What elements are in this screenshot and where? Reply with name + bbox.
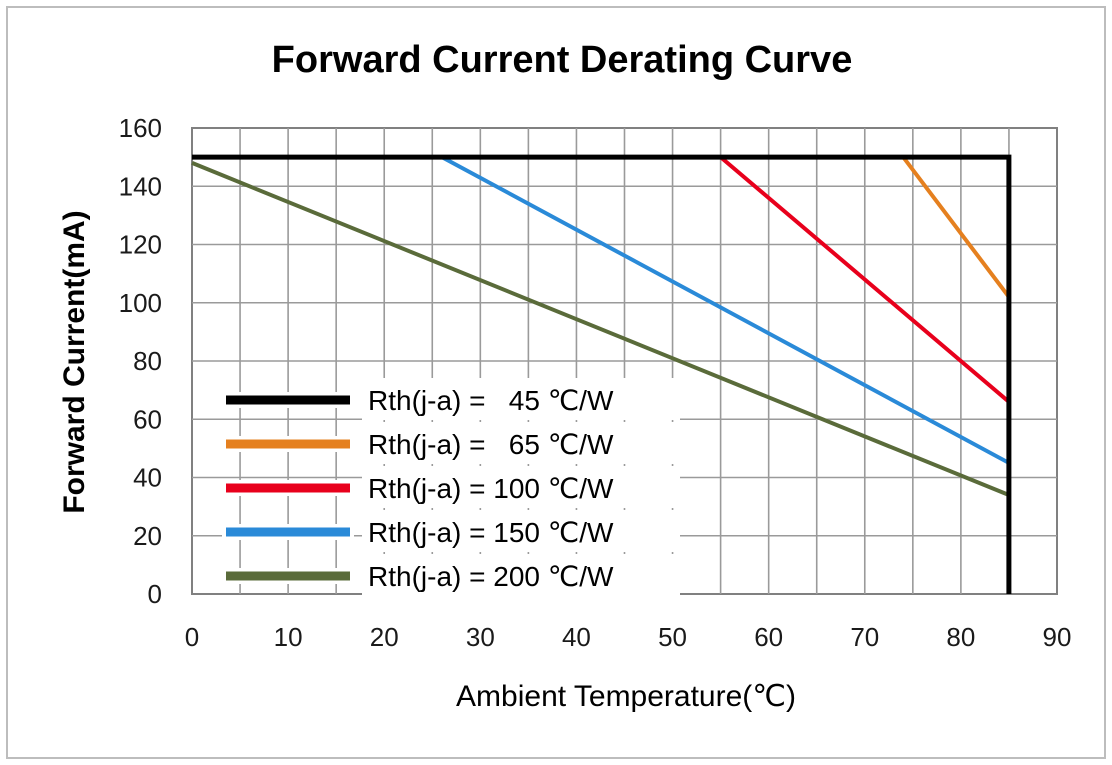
- y-axis-label: Forward Current(mA): [58, 210, 91, 513]
- legend: Rth(j-a) = 45 ℃/W Rth(j-a) = 65 ℃/W Rth(j-…: [222, 378, 680, 596]
- y-tick-label: 40: [133, 463, 162, 493]
- y-tick-label: 60: [133, 404, 162, 434]
- x-tick-label: 90: [1043, 622, 1072, 652]
- legend-label-bg: [362, 378, 680, 420]
- x-tick-label: 80: [946, 622, 975, 652]
- legend-label: Rth(j-a) = 200 ℃/W: [368, 561, 614, 592]
- x-tick-label: 20: [370, 622, 399, 652]
- legend-label-bg: [362, 554, 680, 596]
- x-tick-label: 30: [466, 622, 495, 652]
- legend-label-bg: [362, 422, 680, 464]
- y-tick-label: 160: [119, 113, 162, 143]
- x-tick-label: 50: [658, 622, 687, 652]
- y-tick-label: 80: [133, 346, 162, 376]
- x-tick-label: 60: [754, 622, 783, 652]
- legend-label: Rth(j-a) = 45 ℃/W: [368, 385, 614, 416]
- series-lines: [191, 154, 1012, 594]
- legend-label-bg: [362, 510, 680, 552]
- y-tick-labels: 0 20 40 60 80 100 120 140 160: [119, 113, 162, 609]
- x-tick-label: 70: [850, 622, 879, 652]
- series-line: [192, 154, 1012, 594]
- x-axis-label: Ambient Temperature(℃): [456, 680, 796, 713]
- y-tick-label: 120: [119, 230, 162, 260]
- x-tick-label: 40: [562, 622, 591, 652]
- y-tick-label: 20: [133, 521, 162, 551]
- chart-title: Forward Current Derating Curve: [272, 39, 853, 81]
- x-tick-labels: 0 10 20 30 40 50 60 70 80 90: [185, 622, 1072, 652]
- y-tick-label: 0: [148, 579, 162, 609]
- legend-label: Rth(j-a) = 150 ℃/W: [368, 517, 614, 548]
- legend-label: Rth(j-a) = 65 ℃/W: [368, 429, 614, 460]
- y-tick-label: 100: [119, 288, 162, 318]
- legend-label-bg: [362, 466, 680, 508]
- x-tick-label: 10: [274, 622, 303, 652]
- y-tick-label: 140: [119, 171, 162, 201]
- x-tick-label: 0: [185, 622, 199, 652]
- legend-label: Rth(j-a) = 100 ℃/W: [368, 473, 614, 504]
